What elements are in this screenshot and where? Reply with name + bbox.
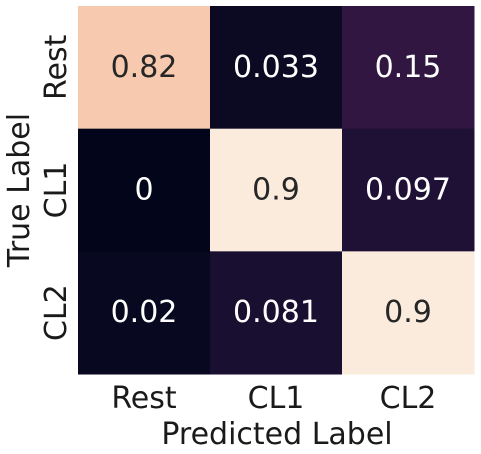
- heatmap-cell-0-0: [78, 6, 211, 130]
- cell-value-label-1-2: 0.097: [365, 173, 451, 208]
- cell-value-label-1-1: 0.9: [252, 173, 300, 208]
- heatmap-cell-0-1: [210, 6, 343, 130]
- heatmap-cell-2-2: [342, 251, 475, 375]
- x-tick-label-cl1: CL1: [248, 381, 305, 416]
- cell-value-label-2-2: 0.9: [384, 295, 432, 330]
- cell-value-label-0-0: 0.82: [111, 50, 178, 85]
- heatmap-cells: 0.82 0.033 0.15 0 0.9 0.097 0.02 0.081 0.9: [78, 6, 475, 375]
- y-tick-label-rest: Rest: [39, 34, 74, 100]
- heatmap-cell-1-2: [342, 128, 475, 252]
- x-tick-label-rest: Rest: [111, 381, 177, 416]
- cell-value-label-0-1: 0.033: [233, 50, 319, 85]
- cell-value-label-1-0: 0: [134, 173, 153, 208]
- y-tick-label-cl2: CL2: [39, 284, 74, 341]
- x-axis-label: Predicted Label: [161, 417, 392, 452]
- cell-value-label-2-0: 0.02: [111, 295, 178, 330]
- heatmap-cell-2-0: [78, 251, 211, 375]
- y-tick-labels: Rest CL1 CL2: [39, 34, 74, 341]
- heatmap-cell-1-0: [78, 128, 211, 252]
- heatmap-cell-0-2: [342, 6, 475, 130]
- x-tick-labels: Rest CL1 CL2: [111, 381, 436, 416]
- cell-value-label-0-2: 0.15: [375, 50, 442, 85]
- y-axis-label: True Label: [2, 113, 37, 268]
- heatmap-cell-2-1: [210, 251, 343, 375]
- x-tick-label-cl2: CL2: [380, 381, 437, 416]
- cell-value-label-2-1: 0.081: [233, 295, 319, 330]
- heatmap-cell-1-1: [210, 128, 343, 252]
- y-tick-label-cl1: CL1: [39, 162, 74, 219]
